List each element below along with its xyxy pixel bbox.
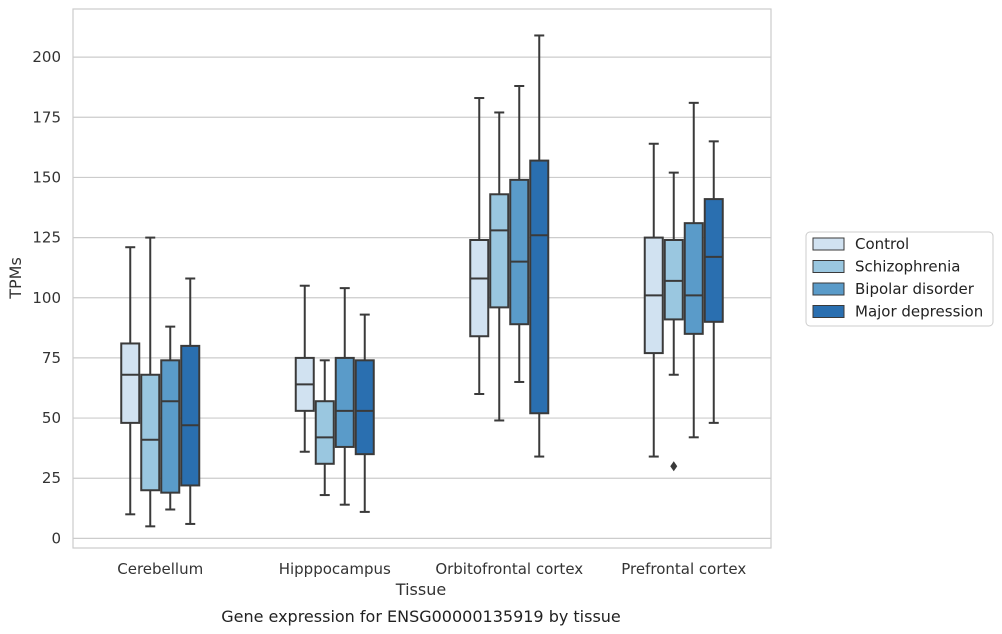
legend-swatch (812, 237, 845, 251)
y-tick-label: 75 (42, 349, 61, 367)
box-iqr (354, 359, 375, 456)
box-iqr (683, 222, 704, 335)
box-iqr (140, 373, 161, 492)
y-tick-label: 200 (32, 48, 61, 66)
box-control (294, 284, 315, 453)
outlier-point (670, 461, 678, 472)
box-iqr (529, 159, 550, 415)
legend-label: Major depression (855, 303, 983, 321)
box-control (120, 246, 141, 516)
x-tick-label: Prefrontal cortex (621, 560, 746, 578)
box-iqr (120, 342, 141, 424)
y-tick-label: 125 (32, 229, 61, 247)
y-axis-title: TPMs (6, 257, 25, 300)
box-bipolar-disorder (334, 287, 355, 506)
box-schizophrenia (314, 359, 335, 497)
legend-swatch (812, 260, 845, 273)
box-major-depression (529, 34, 550, 458)
legend-label: Control (855, 235, 909, 253)
y-tick-label: 0 (51, 529, 61, 547)
box-bipolar-disorder (160, 325, 181, 511)
box-major-depression (703, 140, 724, 424)
x-tick-label: Orbitofrontal cortex (435, 560, 583, 578)
box-iqr (334, 356, 355, 448)
plot-frame (72, 8, 772, 549)
box-schizophrenia (663, 171, 684, 472)
box-major-depression (354, 313, 375, 513)
box-control (643, 142, 664, 458)
box-bipolar-disorder (683, 101, 704, 439)
box-iqr (180, 344, 201, 487)
y-tick-label: 150 (32, 168, 61, 186)
x-tick-label: Hipppocampus (279, 560, 391, 578)
box-iqr (469, 239, 490, 338)
y-tick-labels: 0 25 50 75 100 125 150 175 200 (32, 48, 61, 547)
legend-frame (805, 231, 994, 327)
box-iqr (160, 359, 181, 494)
box-major-depression (180, 277, 201, 525)
legend-swatch (812, 305, 845, 318)
legend-swatch (812, 282, 845, 296)
box-schizophrenia (489, 111, 510, 422)
x-axis-title: Tissue (395, 580, 446, 599)
box-schizophrenia (140, 236, 161, 528)
y-tick-label: 100 (32, 289, 61, 307)
y-tick-label: 50 (42, 409, 61, 427)
chart-caption: Gene expression for ENSG00000135919 by t… (221, 607, 621, 626)
y-tick-label: 175 (32, 108, 61, 126)
box-iqr (509, 178, 530, 326)
x-tick-label: Cerebellum (117, 560, 203, 578)
box-plots (120, 34, 724, 528)
legend-label: Schizophrenia (855, 258, 960, 276)
legend-label: Bipolar disorder (855, 280, 975, 298)
box-bipolar-disorder (509, 85, 530, 383)
box-control (469, 97, 490, 395)
box-iqr (489, 193, 510, 309)
box-iqr (663, 239, 684, 321)
x-tick-labels: Cerebellum Hipppocampus Orbitofrontal cort… (117, 560, 746, 578)
legend: Control Schizophrenia Bipolar disorder Majo… (805, 231, 994, 327)
box-iqr (314, 400, 335, 465)
box-iqr (703, 198, 724, 323)
y-tick-label: 25 (42, 469, 61, 487)
